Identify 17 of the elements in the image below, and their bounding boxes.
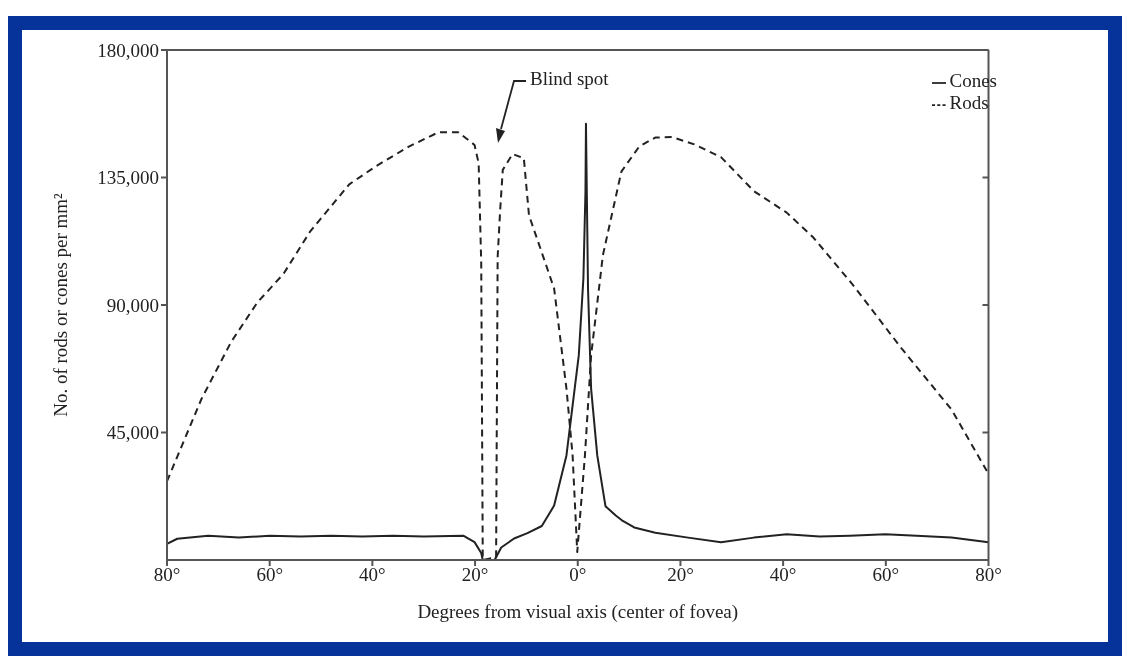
x-tick-label: 40° [359, 564, 386, 586]
x-tick-label: 80° [975, 564, 1002, 586]
annotation: Blind spot [530, 68, 609, 90]
x-tick-label: 60° [256, 564, 283, 586]
x-tick-label: 20° [461, 564, 489, 586]
y-tick-label: 45,000 [106, 422, 159, 444]
y-tick-label: 180,000 [97, 39, 159, 61]
y-axis-title: No. of rods or cones per mm² [49, 192, 71, 417]
x-tick-label: 0° [569, 564, 587, 586]
y-tick-label: 90,000 [106, 294, 159, 316]
x-tick-label: 40° [769, 564, 797, 586]
legend-label: Rods [949, 92, 989, 113]
y-tick-label: 135,000 [97, 167, 159, 189]
x-tick-label: 80° [153, 564, 181, 586]
x-axis-title: Degrees from visual axis (center of fovea) [417, 601, 739, 623]
x-tick-label: 20° [667, 564, 694, 586]
x-tick-label: 60° [872, 564, 900, 586]
